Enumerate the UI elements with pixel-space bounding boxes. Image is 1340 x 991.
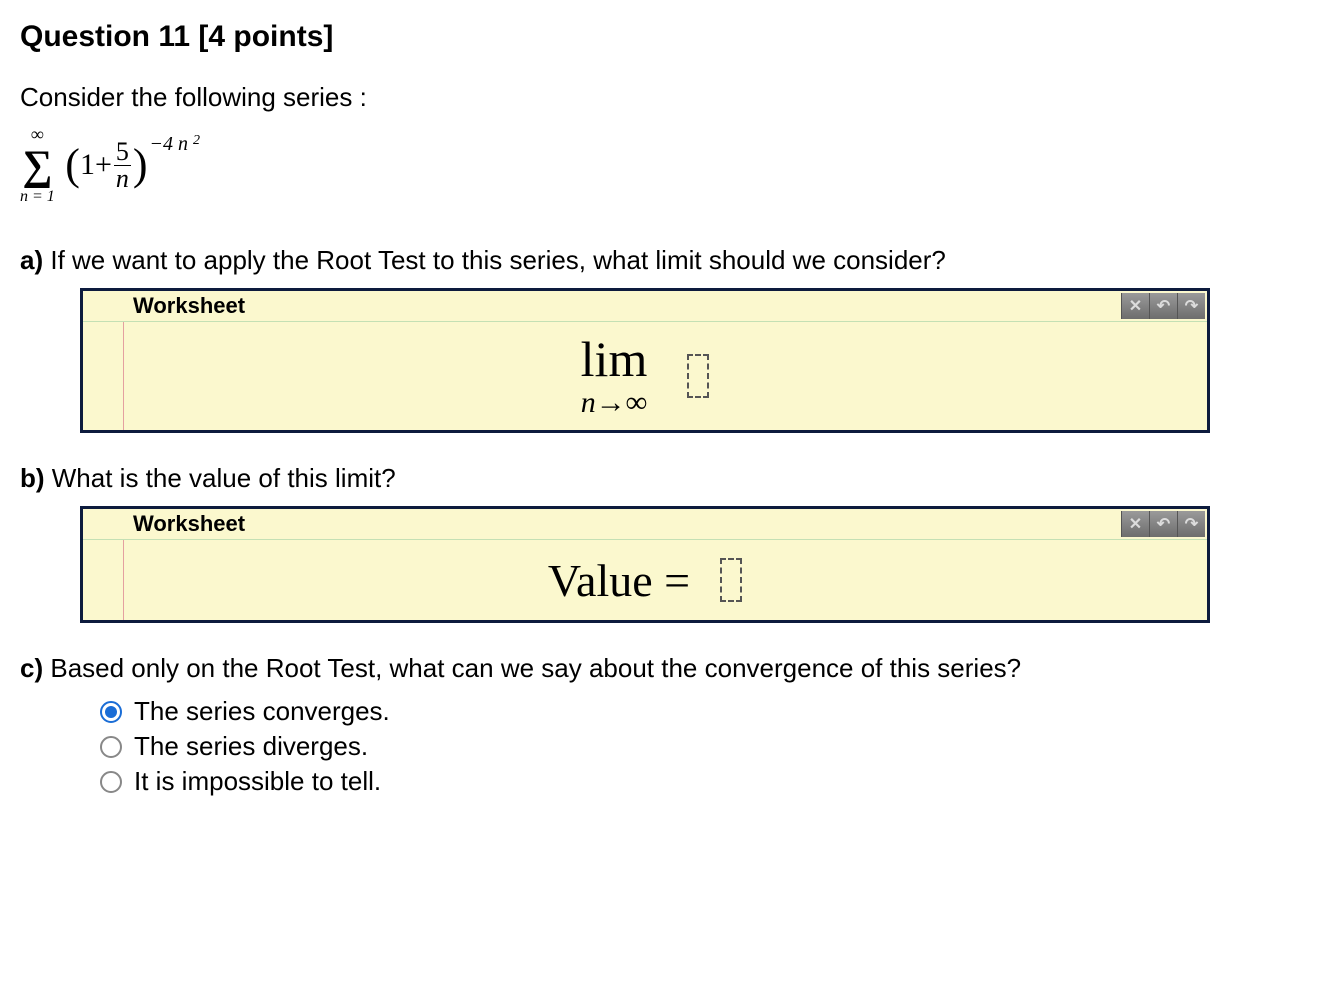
radio-label: The series diverges. [134, 731, 368, 762]
worksheet-a: Worksheet ✕ ↶ ↷ lim n→∞ [80, 288, 1210, 433]
undo-icon[interactable]: ↶ [1149, 293, 1177, 319]
answer-box-a[interactable] [687, 354, 709, 398]
value-label: Value = [548, 554, 690, 607]
series-expression: ∞ ∑ n = 1 ( 1 + 5 n ) −4 n 2 [20, 125, 1320, 205]
lim-text: lim [581, 334, 648, 384]
term-one: 1 [80, 148, 95, 182]
radio-button[interactable] [100, 736, 122, 758]
radio-option-converges[interactable]: The series converges. [100, 696, 1320, 727]
worksheet-a-label: Worksheet [133, 293, 245, 319]
part-b-prompt: b) What is the value of this limit? [20, 463, 1320, 494]
worksheet-b-toolbar: ✕ ↶ ↷ [1121, 511, 1205, 537]
redo-icon[interactable]: ↷ [1177, 293, 1205, 319]
frac-numerator: 5 [114, 139, 131, 166]
radio-group: The series converges. The series diverge… [100, 696, 1320, 797]
answer-box-b[interactable] [720, 558, 742, 602]
term-plus: + [95, 148, 112, 182]
radio-label: The series converges. [134, 696, 390, 727]
exponent-sup: 2 [193, 133, 200, 148]
left-paren: ( [65, 143, 80, 187]
worksheet-a-body[interactable]: lim n→∞ [83, 322, 1207, 430]
radio-option-diverges[interactable]: The series diverges. [100, 731, 1320, 762]
sigma-symbol: ∑ [22, 145, 52, 187]
radio-option-impossible[interactable]: It is impossible to tell. [100, 766, 1320, 797]
worksheet-a-toolbar: ✕ ↶ ↷ [1121, 293, 1205, 319]
intro-text: Consider the following series : [20, 82, 1320, 113]
sigma-upper: ∞ [31, 125, 44, 143]
part-c-text: Based only on the Root Test, what can we… [43, 653, 1021, 683]
close-icon[interactable]: ✕ [1121, 511, 1149, 537]
worksheet-b-body[interactable]: Value = [83, 540, 1207, 620]
radio-button[interactable] [100, 771, 122, 793]
close-icon[interactable]: ✕ [1121, 293, 1149, 319]
exponent-base: −4 n [150, 133, 189, 155]
part-a-text: If we want to apply the Root Test to thi… [43, 245, 946, 275]
part-c-label: c) [20, 653, 43, 683]
part-a-prompt: a) If we want to apply the Root Test to … [20, 245, 1320, 276]
part-a-label: a) [20, 245, 43, 275]
radio-label: It is impossible to tell. [134, 766, 381, 797]
radio-button[interactable] [100, 701, 122, 723]
undo-icon[interactable]: ↶ [1149, 511, 1177, 537]
redo-icon[interactable]: ↷ [1177, 511, 1205, 537]
part-b-text: What is the value of this limit? [45, 463, 396, 493]
worksheet-b-label: Worksheet [133, 511, 245, 537]
part-c-prompt: c) Based only on the Root Test, what can… [20, 653, 1320, 684]
lim-subscript: n→∞ [581, 388, 647, 418]
right-paren: ) [133, 143, 148, 187]
worksheet-b: Worksheet ✕ ↶ ↷ Value = [80, 506, 1210, 623]
sigma-lower: n = 1 [20, 189, 55, 205]
frac-denominator: n [114, 166, 131, 192]
question-title: Question 11 [4 points] [20, 20, 1320, 54]
part-b-label: b) [20, 463, 45, 493]
